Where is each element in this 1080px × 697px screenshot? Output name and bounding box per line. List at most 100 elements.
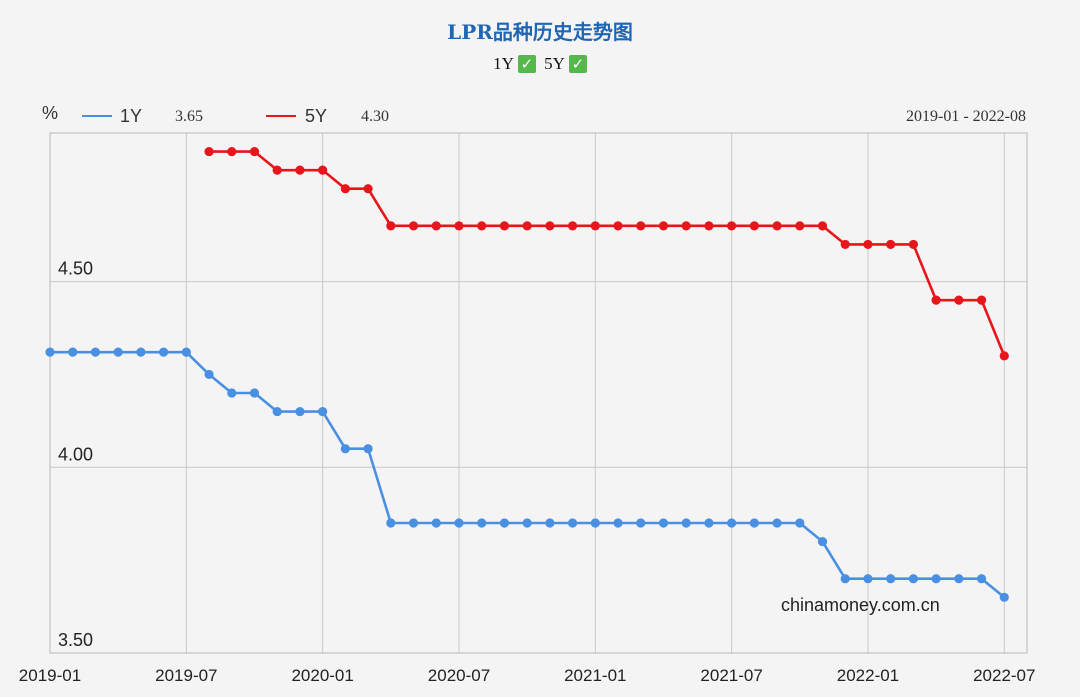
y-tick-label: 4.00 bbox=[58, 444, 93, 464]
data-point-5y[interactable] bbox=[363, 184, 373, 194]
data-point-1y[interactable] bbox=[318, 406, 328, 417]
legend-1y-value: 3.65 bbox=[175, 108, 203, 125]
data-point-5y[interactable] bbox=[772, 221, 782, 231]
data-point-5y[interactable] bbox=[454, 221, 464, 231]
data-point-5y[interactable] bbox=[590, 221, 600, 231]
data-point-1y[interactable] bbox=[408, 518, 419, 528]
data-point-1y[interactable] bbox=[658, 518, 669, 528]
data-point-1y[interactable] bbox=[90, 347, 101, 357]
data-point-1y[interactable] bbox=[340, 444, 350, 454]
toggle-5y-label: 5Y bbox=[544, 54, 565, 73]
data-point-1y[interactable] bbox=[386, 518, 396, 528]
data-point-1y[interactable] bbox=[704, 518, 714, 528]
data-point-1y[interactable] bbox=[886, 574, 896, 584]
data-point-5y[interactable] bbox=[318, 165, 328, 175]
data-point-1y[interactable] bbox=[68, 347, 78, 357]
data-point-1y[interactable] bbox=[249, 388, 260, 398]
y-axis: 3.50 4.00 4.50 bbox=[58, 259, 93, 650]
data-point-5y[interactable] bbox=[863, 239, 873, 250]
data-point-1y[interactable] bbox=[727, 518, 737, 528]
chart-title: LPR品种历史走势图 bbox=[447, 20, 633, 44]
data-point-5y[interactable] bbox=[704, 221, 714, 231]
data-point-1y[interactable] bbox=[454, 518, 464, 528]
legend-1y-label: 1Y bbox=[120, 106, 142, 126]
data-point-1y[interactable] bbox=[272, 406, 282, 417]
data-point-5y[interactable] bbox=[817, 221, 828, 231]
data-point-5y[interactable] bbox=[658, 221, 669, 231]
data-point-1y[interactable] bbox=[545, 518, 555, 528]
data-point-1y[interactable] bbox=[136, 347, 146, 357]
data-point-1y[interactable] bbox=[840, 574, 850, 584]
data-point-5y[interactable] bbox=[204, 146, 214, 157]
series-toggle-bar: 1Y ✓ 5Y ✓ bbox=[0, 53, 1080, 75]
data-point-1y[interactable] bbox=[976, 574, 987, 584]
data-point-5y[interactable] bbox=[295, 165, 305, 175]
checkmark-icon[interactable]: ✓ bbox=[568, 55, 587, 73]
data-point-5y[interactable] bbox=[408, 221, 419, 231]
data-point-5y[interactable] bbox=[249, 146, 260, 157]
data-point-1y[interactable] bbox=[45, 347, 55, 357]
data-point-1y[interactable] bbox=[567, 518, 578, 528]
legend: 1Y 3.65 5Y 4.30 bbox=[82, 106, 389, 126]
data-point-5y[interactable] bbox=[976, 295, 987, 305]
data-point-1y[interactable] bbox=[522, 518, 532, 528]
data-point-5y[interactable] bbox=[567, 221, 578, 231]
data-point-1y[interactable] bbox=[204, 369, 214, 380]
data-point-1y[interactable] bbox=[159, 347, 169, 357]
data-point-1y[interactable] bbox=[113, 347, 123, 357]
data-point-5y[interactable] bbox=[545, 221, 555, 231]
data-point-5y[interactable] bbox=[681, 221, 691, 231]
data-point-5y[interactable] bbox=[840, 239, 850, 250]
data-point-1y[interactable] bbox=[795, 518, 805, 528]
data-point-5y[interactable] bbox=[522, 221, 532, 231]
data-point-1y[interactable] bbox=[181, 347, 191, 357]
data-point-1y[interactable] bbox=[613, 518, 623, 528]
toggle-5y[interactable]: 5Y ✓ bbox=[544, 53, 587, 75]
data-point-5y[interactable] bbox=[727, 221, 737, 231]
toggle-1y-label: 1Y bbox=[493, 54, 514, 73]
data-point-5y[interactable] bbox=[477, 221, 487, 231]
y-axis-unit: % bbox=[42, 103, 58, 123]
x-tick-label: 2021-07 bbox=[700, 666, 762, 685]
data-point-5y[interactable] bbox=[431, 221, 441, 231]
data-point-5y[interactable] bbox=[908, 239, 919, 250]
data-point-1y[interactable] bbox=[477, 518, 487, 528]
data-point-5y[interactable] bbox=[499, 221, 510, 231]
data-point-5y[interactable] bbox=[795, 221, 805, 231]
data-point-1y[interactable] bbox=[749, 518, 759, 528]
data-point-5y[interactable] bbox=[272, 165, 282, 175]
data-point-1y[interactable] bbox=[499, 518, 510, 528]
toggle-1y[interactable]: 1Y ✓ bbox=[493, 53, 536, 75]
data-point-5y[interactable] bbox=[954, 295, 964, 305]
data-point-5y[interactable] bbox=[613, 221, 623, 231]
data-point-1y[interactable] bbox=[954, 574, 964, 584]
legend-5y-value: 4.30 bbox=[361, 108, 389, 125]
data-point-5y[interactable] bbox=[749, 221, 759, 231]
x-tick-label: 2022-01 bbox=[837, 666, 899, 685]
data-point-1y[interactable] bbox=[636, 518, 646, 528]
data-point-5y[interactable] bbox=[340, 184, 350, 194]
checkmark-icon[interactable]: ✓ bbox=[517, 55, 536, 73]
data-point-5y[interactable] bbox=[886, 239, 896, 250]
data-point-1y[interactable] bbox=[931, 574, 941, 584]
data-point-1y[interactable] bbox=[908, 574, 919, 584]
data-point-1y[interactable] bbox=[772, 518, 782, 528]
watermark: chinamoney.com.cn bbox=[781, 595, 940, 615]
data-point-1y[interactable] bbox=[295, 406, 305, 417]
data-point-5y[interactable] bbox=[636, 221, 646, 231]
x-tick-label: 2019-01 bbox=[19, 666, 81, 685]
data-point-5y[interactable] bbox=[227, 146, 237, 157]
data-point-1y[interactable] bbox=[681, 518, 691, 528]
data-point-1y[interactable] bbox=[590, 518, 600, 528]
data-point-1y[interactable] bbox=[999, 592, 1009, 602]
data-point-5y[interactable] bbox=[386, 221, 396, 231]
data-point-1y[interactable] bbox=[817, 536, 828, 547]
data-point-1y[interactable] bbox=[363, 444, 373, 454]
data-point-1y[interactable] bbox=[227, 388, 237, 398]
x-tick-label: 2020-01 bbox=[291, 666, 353, 685]
data-point-5y[interactable] bbox=[931, 295, 941, 305]
data-point-5y[interactable] bbox=[999, 351, 1009, 361]
data-point-1y[interactable] bbox=[431, 518, 441, 528]
data-point-1y[interactable] bbox=[863, 574, 873, 584]
